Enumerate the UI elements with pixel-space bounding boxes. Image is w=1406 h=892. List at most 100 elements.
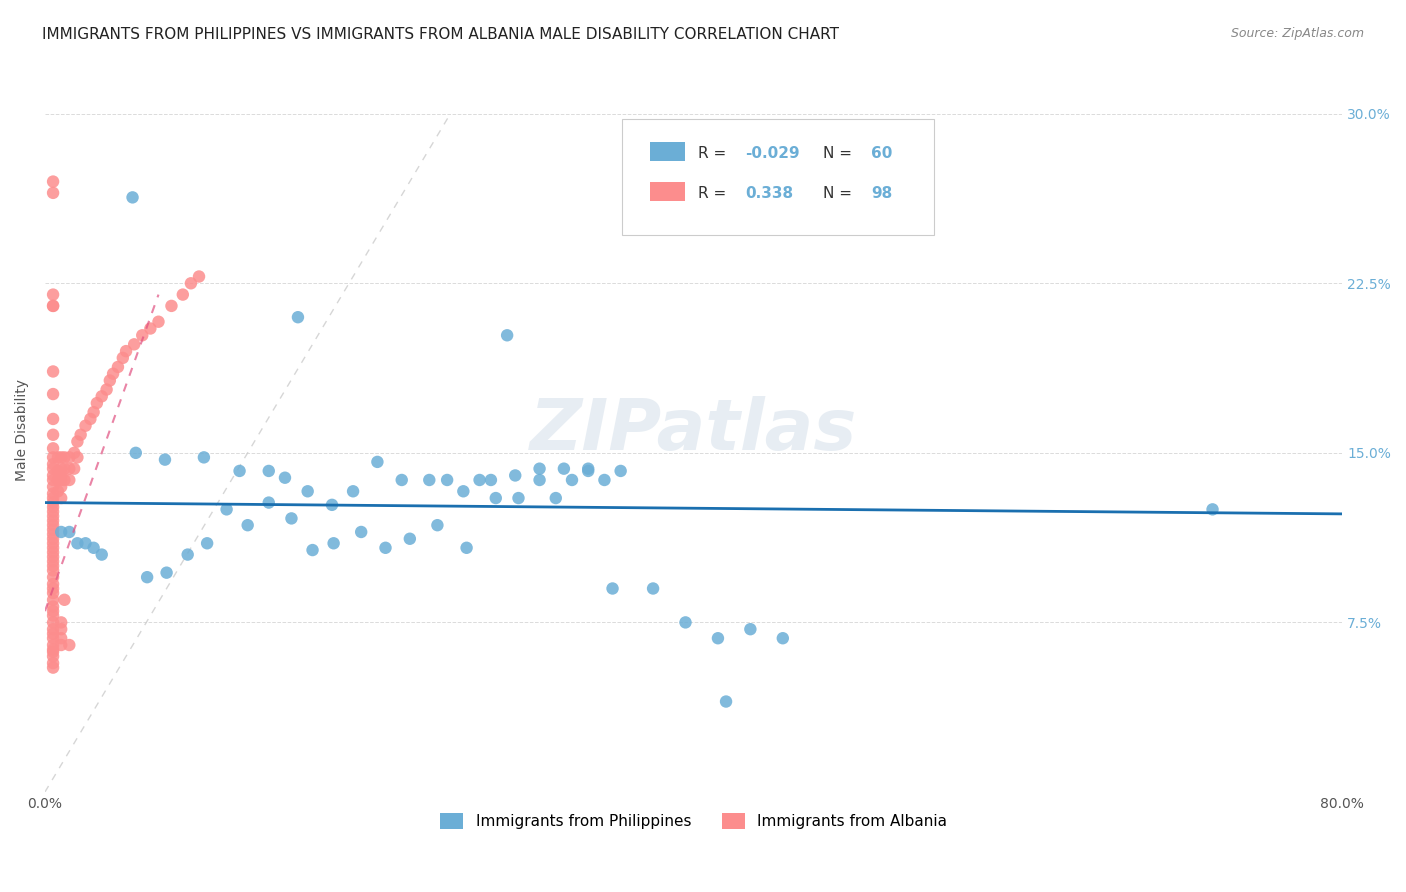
Point — [609, 464, 631, 478]
Point — [42, 660, 65, 674]
Point — [740, 622, 762, 636]
Point — [79, 412, 101, 426]
Y-axis label: Male Disability: Male Disability — [15, 379, 30, 482]
Point — [42, 592, 65, 607]
Point — [707, 632, 730, 646]
Point — [42, 642, 65, 657]
FancyBboxPatch shape — [650, 182, 685, 202]
Point — [42, 514, 65, 528]
Point — [75, 536, 97, 550]
Point — [301, 543, 323, 558]
Point — [96, 383, 118, 397]
Point — [42, 645, 65, 659]
Point — [42, 622, 65, 636]
Point — [42, 545, 65, 559]
Point — [215, 502, 238, 516]
Point — [131, 328, 153, 343]
Point — [176, 548, 198, 562]
Point — [496, 328, 519, 343]
Point — [42, 427, 65, 442]
FancyBboxPatch shape — [650, 142, 685, 161]
Point — [468, 473, 491, 487]
Point — [42, 536, 65, 550]
Point — [42, 495, 65, 509]
Point — [42, 656, 65, 670]
Point — [66, 450, 89, 465]
Point — [42, 527, 65, 541]
Point — [593, 473, 616, 487]
Point — [42, 563, 65, 577]
Point — [503, 468, 526, 483]
Point — [508, 491, 530, 505]
Point — [641, 582, 664, 596]
Point — [188, 269, 211, 284]
Point — [86, 396, 108, 410]
Point — [193, 450, 215, 465]
Point — [576, 464, 599, 478]
Point — [121, 190, 143, 204]
Point — [42, 186, 65, 200]
Point — [42, 649, 65, 664]
Text: 60: 60 — [872, 146, 893, 161]
Point — [321, 498, 343, 512]
Point — [374, 541, 396, 555]
Point — [51, 615, 73, 630]
Point — [342, 484, 364, 499]
Point — [366, 455, 388, 469]
Point — [58, 473, 80, 487]
Point — [42, 532, 65, 546]
Text: N =: N = — [824, 146, 858, 161]
Point — [195, 536, 218, 550]
Point — [42, 577, 65, 591]
Point — [479, 473, 502, 487]
Point — [107, 359, 129, 374]
Point — [529, 461, 551, 475]
Point — [51, 622, 73, 636]
Point — [58, 638, 80, 652]
Text: R =: R = — [697, 186, 731, 201]
Point — [418, 473, 440, 487]
Point — [42, 509, 65, 524]
Point — [53, 473, 76, 487]
Point — [58, 450, 80, 465]
Point — [66, 536, 89, 550]
Point — [53, 450, 76, 465]
Point — [228, 464, 250, 478]
Point — [139, 321, 162, 335]
Point — [42, 287, 65, 301]
Legend: Immigrants from Philippines, Immigrants from Albania: Immigrants from Philippines, Immigrants … — [434, 806, 953, 835]
Point — [42, 523, 65, 537]
Point — [42, 468, 65, 483]
Text: ZIPatlas: ZIPatlas — [530, 396, 858, 465]
Point — [42, 299, 65, 313]
Point — [280, 511, 302, 525]
Point — [42, 554, 65, 568]
Text: IMMIGRANTS FROM PHILIPPINES VS IMMIGRANTS FROM ALBANIA MALE DISABILITY CORRELATI: IMMIGRANTS FROM PHILIPPINES VS IMMIGRANT… — [42, 27, 839, 42]
Point — [122, 337, 145, 351]
Point — [42, 541, 65, 555]
Point — [553, 461, 575, 475]
Point — [529, 473, 551, 487]
Point — [90, 548, 112, 562]
Point — [101, 367, 124, 381]
Point — [63, 446, 86, 460]
Point — [69, 427, 91, 442]
Point — [42, 442, 65, 456]
Point — [42, 500, 65, 515]
Point — [53, 592, 76, 607]
Point — [274, 471, 297, 485]
Point — [83, 405, 105, 419]
Text: -0.029: -0.029 — [745, 146, 800, 161]
Point — [51, 638, 73, 652]
Point — [180, 277, 202, 291]
Point — [42, 632, 65, 646]
Point — [544, 491, 567, 505]
Point — [46, 484, 69, 499]
Point — [160, 299, 183, 313]
Point — [63, 461, 86, 475]
Point — [42, 461, 65, 475]
Point — [90, 389, 112, 403]
Point — [58, 524, 80, 539]
Point — [51, 468, 73, 483]
Point — [322, 536, 344, 550]
